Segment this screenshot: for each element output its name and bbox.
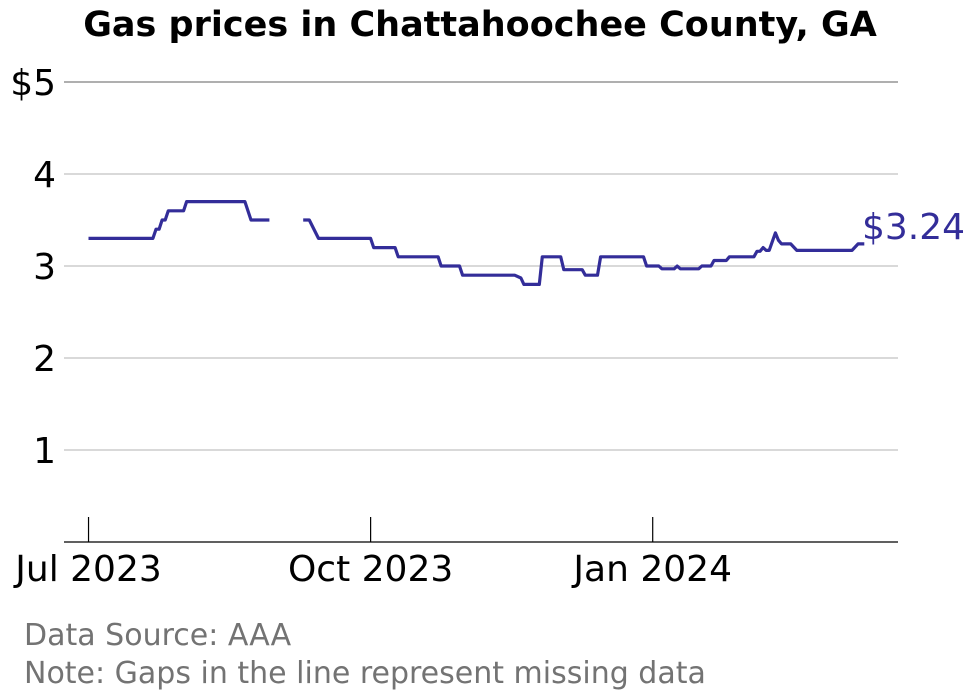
- y-tick-label: 4: [33, 155, 56, 196]
- missing-data-note: Note: Gaps in the line represent missing…: [24, 656, 706, 691]
- x-axis-ticks: Jul 2023 Oct 2023 Jan 2024: [13, 517, 732, 590]
- last-value-label: $3.24: [862, 207, 965, 248]
- y-tick-label: 2: [33, 339, 56, 380]
- data-source-note: Data Source: AAA: [24, 618, 292, 653]
- series-line-segment-2: [303, 218, 865, 286]
- x-tick-label: Oct 2023: [288, 549, 453, 590]
- x-tick-label: Jan 2024: [571, 549, 732, 590]
- price-series: [88, 200, 865, 286]
- y-axis-ticks: 1 2 3 4 $5: [10, 63, 56, 472]
- series-line-segment-1: [88, 200, 270, 240]
- y-tick-label: $5: [10, 63, 56, 104]
- y-tick-label: 1: [33, 431, 56, 472]
- chart-title: Gas prices in Chattahoochee County, GA: [83, 5, 877, 45]
- gridlines: [64, 81, 898, 451]
- x-tick-label: Jul 2023: [13, 549, 162, 590]
- y-tick-label: 3: [33, 247, 56, 288]
